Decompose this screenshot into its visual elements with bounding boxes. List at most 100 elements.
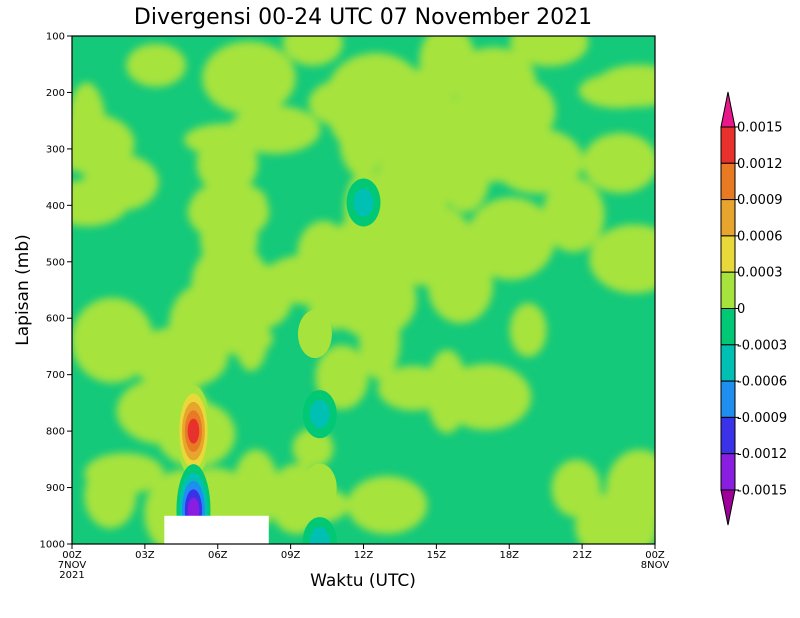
- plot-area: [71, 35, 656, 545]
- positive-patch: [509, 303, 547, 357]
- x-start-date-label: 2021: [59, 570, 84, 581]
- positive-patch: [542, 177, 605, 253]
- positive-patch: [315, 345, 369, 410]
- positive-patch: [578, 73, 655, 109]
- y-tick-label: 600: [46, 314, 65, 325]
- positive-patch: [486, 54, 537, 117]
- colorbar-tick-label: 0.0003: [737, 266, 783, 281]
- positive-patch: [330, 261, 417, 339]
- y-tick-label: 800: [46, 427, 65, 438]
- contour-level: [309, 400, 330, 429]
- colorbar-tick-label: 0: [737, 302, 745, 317]
- max-divergence: [176, 385, 211, 478]
- x-tick-label: 12Z: [354, 550, 374, 561]
- positive-patch: [130, 326, 228, 390]
- colorbar-segment: [720, 453, 736, 491]
- colorbar-segment: [720, 308, 736, 346]
- colorbar-tick-label: -0.0003: [737, 338, 787, 353]
- x-tick-label: 15Z: [427, 550, 447, 561]
- positive-patch: [492, 128, 584, 194]
- positive-patch: [232, 449, 279, 530]
- positive-patch: [292, 428, 334, 469]
- x-tick-label: 06Z: [208, 550, 228, 561]
- positive-patch: [229, 105, 321, 154]
- colorbar-tick-label: 0.0006: [737, 229, 783, 244]
- divergence-field: [72, 36, 655, 544]
- x-tick-label: 09Z: [281, 550, 301, 561]
- x-tick-label: 18Z: [499, 550, 519, 561]
- positive-patch: [297, 220, 350, 285]
- colorbar-segment: [720, 380, 736, 418]
- y-tick-label: 400: [46, 201, 65, 212]
- positive-patch: [72, 82, 106, 171]
- y-tick-label: 500: [46, 257, 65, 268]
- colorbar-min-arrow: [720, 489, 736, 526]
- y-tick-label: 700: [46, 370, 65, 381]
- x-tick-label: 00Z: [62, 550, 82, 561]
- y-tick-label: 200: [46, 88, 65, 99]
- contour-level: [302, 463, 337, 512]
- positive-patch: [84, 463, 137, 529]
- colorbar-tick-label: 0.0015: [737, 121, 783, 136]
- positive-patch: [605, 449, 655, 528]
- positive-divergence-patches: [72, 36, 655, 544]
- x-tick-label: 03Z: [135, 550, 155, 561]
- contour-level: [297, 310, 332, 359]
- colorbar-segment: [720, 344, 736, 382]
- negative-spot: [302, 517, 337, 544]
- positive-patch: [236, 264, 293, 328]
- y-axis-label: Lapisan (mb): [13, 234, 33, 345]
- positive-patch: [426, 349, 468, 434]
- positive-patch: [466, 197, 556, 280]
- x-end-date-label: 8NOV: [641, 560, 670, 571]
- colorbar-tick-label: -0.0012: [737, 447, 787, 462]
- contour-level: [309, 527, 330, 544]
- y-tick-label: 900: [46, 483, 65, 494]
- colorbar-tick-label: -0.0006: [737, 375, 787, 390]
- positive-patch: [372, 201, 475, 286]
- positive-spot: [302, 463, 337, 512]
- x-tick-label: 21Z: [572, 550, 592, 561]
- colorbar-segment: [720, 162, 736, 201]
- colorbar-segment: [720, 126, 736, 164]
- colorbar-max-arrow: [720, 91, 736, 128]
- positive-patch: [196, 133, 258, 195]
- positive-patch: [282, 36, 343, 66]
- chart-title: Divergensi 00-24 UTC 07 November 2021: [134, 5, 592, 30]
- y-tick-label: 100: [46, 32, 65, 43]
- positive-patch: [582, 133, 655, 194]
- missing-data-region: [164, 515, 269, 544]
- positive-patch: [551, 459, 601, 518]
- contour-level: [353, 188, 374, 217]
- y-axis: 100 200 300 400 500 600 700 800 900 1000: [40, 32, 72, 551]
- colorbar-segment: [720, 199, 736, 237]
- colorbar: 0.0015 0.0012 0.0009 0.0006 0.0003 0 -0.0003 -0…: [720, 91, 787, 526]
- y-tick-label: 300: [46, 144, 65, 155]
- positive-patch: [192, 181, 267, 221]
- x-tick-label: 00Z: [645, 550, 665, 561]
- positive-patch: [441, 140, 490, 213]
- colorbar-tick-label: -0.0009: [737, 411, 787, 426]
- colorbar-segment: [720, 271, 736, 310]
- colorbar-tick-label: 0.0012: [737, 157, 783, 172]
- x-start-date-label: 7NOV: [58, 560, 87, 571]
- positive-patch: [126, 43, 186, 87]
- contour-level: [187, 418, 200, 444]
- colorbar-tick-label: -0.0015: [737, 484, 787, 499]
- positive-spot: [297, 310, 332, 359]
- positive-patch: [589, 224, 655, 294]
- negative-spot: [302, 390, 337, 439]
- colorbar-segment: [720, 235, 736, 273]
- y-tick-label: 1000: [40, 540, 65, 551]
- positive-patch: [419, 36, 476, 98]
- positive-patch: [347, 475, 428, 535]
- positive-patch: [202, 41, 296, 115]
- colorbar-segment: [720, 416, 736, 455]
- negative-spot: [346, 178, 381, 227]
- x-axis-label: Waktu (UTC): [310, 571, 416, 591]
- positive-patch: [400, 106, 492, 156]
- positive-patch: [308, 77, 398, 129]
- colorbar-tick-label: 0.0009: [737, 193, 783, 208]
